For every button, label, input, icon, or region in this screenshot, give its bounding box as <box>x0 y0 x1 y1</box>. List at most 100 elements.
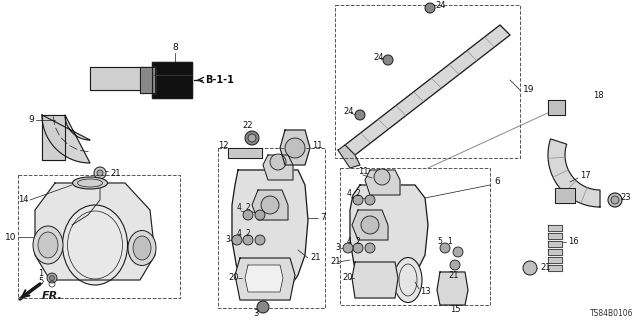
Polygon shape <box>280 130 310 165</box>
Text: 2: 2 <box>355 189 360 198</box>
Polygon shape <box>555 188 575 203</box>
Text: 20: 20 <box>342 274 353 283</box>
Text: 4: 4 <box>237 204 242 212</box>
Circle shape <box>450 260 460 270</box>
Polygon shape <box>548 257 562 263</box>
Circle shape <box>374 169 390 185</box>
Polygon shape <box>152 62 192 98</box>
Circle shape <box>353 195 363 205</box>
Circle shape <box>261 196 279 214</box>
Polygon shape <box>548 100 565 115</box>
Text: 1: 1 <box>38 269 44 278</box>
Polygon shape <box>245 265 283 292</box>
Text: B-1-1: B-1-1 <box>205 75 234 85</box>
Polygon shape <box>548 225 562 231</box>
Text: 14: 14 <box>18 196 29 204</box>
Circle shape <box>361 216 379 234</box>
Polygon shape <box>42 115 90 163</box>
Circle shape <box>245 131 259 145</box>
Circle shape <box>97 170 103 176</box>
Polygon shape <box>263 155 293 180</box>
Text: 21: 21 <box>310 253 321 262</box>
Text: 10: 10 <box>5 233 17 242</box>
Polygon shape <box>35 183 155 280</box>
Circle shape <box>355 110 365 120</box>
Text: 13: 13 <box>420 287 431 297</box>
Circle shape <box>257 301 269 313</box>
Circle shape <box>453 247 463 257</box>
Polygon shape <box>252 190 288 220</box>
Text: 21: 21 <box>330 258 340 267</box>
Bar <box>18 175 180 298</box>
Text: 17: 17 <box>580 171 591 180</box>
Text: 2: 2 <box>245 228 250 237</box>
Text: 21: 21 <box>540 263 550 273</box>
Polygon shape <box>437 272 468 305</box>
Circle shape <box>47 273 57 283</box>
Text: TS84B0106: TS84B0106 <box>590 309 634 318</box>
Circle shape <box>523 261 537 275</box>
Text: 5: 5 <box>38 277 44 286</box>
Polygon shape <box>548 241 562 247</box>
Circle shape <box>425 3 435 13</box>
Circle shape <box>243 210 253 220</box>
Text: FR.: FR. <box>42 291 63 301</box>
Text: 22: 22 <box>242 122 253 131</box>
Polygon shape <box>548 139 600 207</box>
Text: 9: 9 <box>28 116 34 124</box>
Polygon shape <box>90 67 155 90</box>
Polygon shape <box>352 262 398 298</box>
Text: 6: 6 <box>494 178 500 187</box>
Text: 12: 12 <box>218 140 228 149</box>
Circle shape <box>285 138 305 158</box>
Circle shape <box>611 196 619 204</box>
Polygon shape <box>228 148 262 158</box>
Circle shape <box>232 235 242 245</box>
Text: 3: 3 <box>335 244 340 252</box>
Polygon shape <box>140 67 155 93</box>
Text: 20: 20 <box>228 274 239 283</box>
Text: 7: 7 <box>320 213 326 222</box>
Circle shape <box>270 154 286 170</box>
Text: 23: 23 <box>620 194 630 203</box>
Circle shape <box>255 235 265 245</box>
Circle shape <box>365 195 375 205</box>
Text: 24: 24 <box>435 1 445 10</box>
Circle shape <box>365 243 375 253</box>
Circle shape <box>383 55 393 65</box>
Circle shape <box>94 167 106 179</box>
Text: 24: 24 <box>373 52 383 61</box>
Text: 8: 8 <box>172 44 178 52</box>
Circle shape <box>248 134 256 142</box>
Text: 24: 24 <box>343 108 353 116</box>
Text: 21: 21 <box>110 169 120 178</box>
Text: 3: 3 <box>253 309 259 318</box>
Ellipse shape <box>63 205 127 285</box>
Polygon shape <box>232 170 308 300</box>
Circle shape <box>608 193 622 207</box>
Text: 18: 18 <box>593 91 604 100</box>
Circle shape <box>440 243 450 253</box>
Text: 5: 5 <box>437 237 442 246</box>
Bar <box>340 168 490 305</box>
Polygon shape <box>42 115 65 160</box>
Polygon shape <box>235 258 295 300</box>
Polygon shape <box>338 145 360 168</box>
Circle shape <box>353 243 363 253</box>
Bar <box>218 148 325 308</box>
Text: 19: 19 <box>523 85 534 94</box>
Circle shape <box>243 235 253 245</box>
Text: 1: 1 <box>447 237 452 246</box>
Bar <box>335 5 520 158</box>
Ellipse shape <box>394 258 422 302</box>
Ellipse shape <box>128 230 156 266</box>
Circle shape <box>49 276 54 281</box>
Text: 4: 4 <box>347 237 352 246</box>
Circle shape <box>255 210 265 220</box>
Text: 4: 4 <box>347 189 352 198</box>
Polygon shape <box>548 233 562 239</box>
Polygon shape <box>548 265 562 271</box>
Text: 3: 3 <box>225 236 230 244</box>
Text: 4: 4 <box>237 228 242 237</box>
Ellipse shape <box>133 236 151 260</box>
